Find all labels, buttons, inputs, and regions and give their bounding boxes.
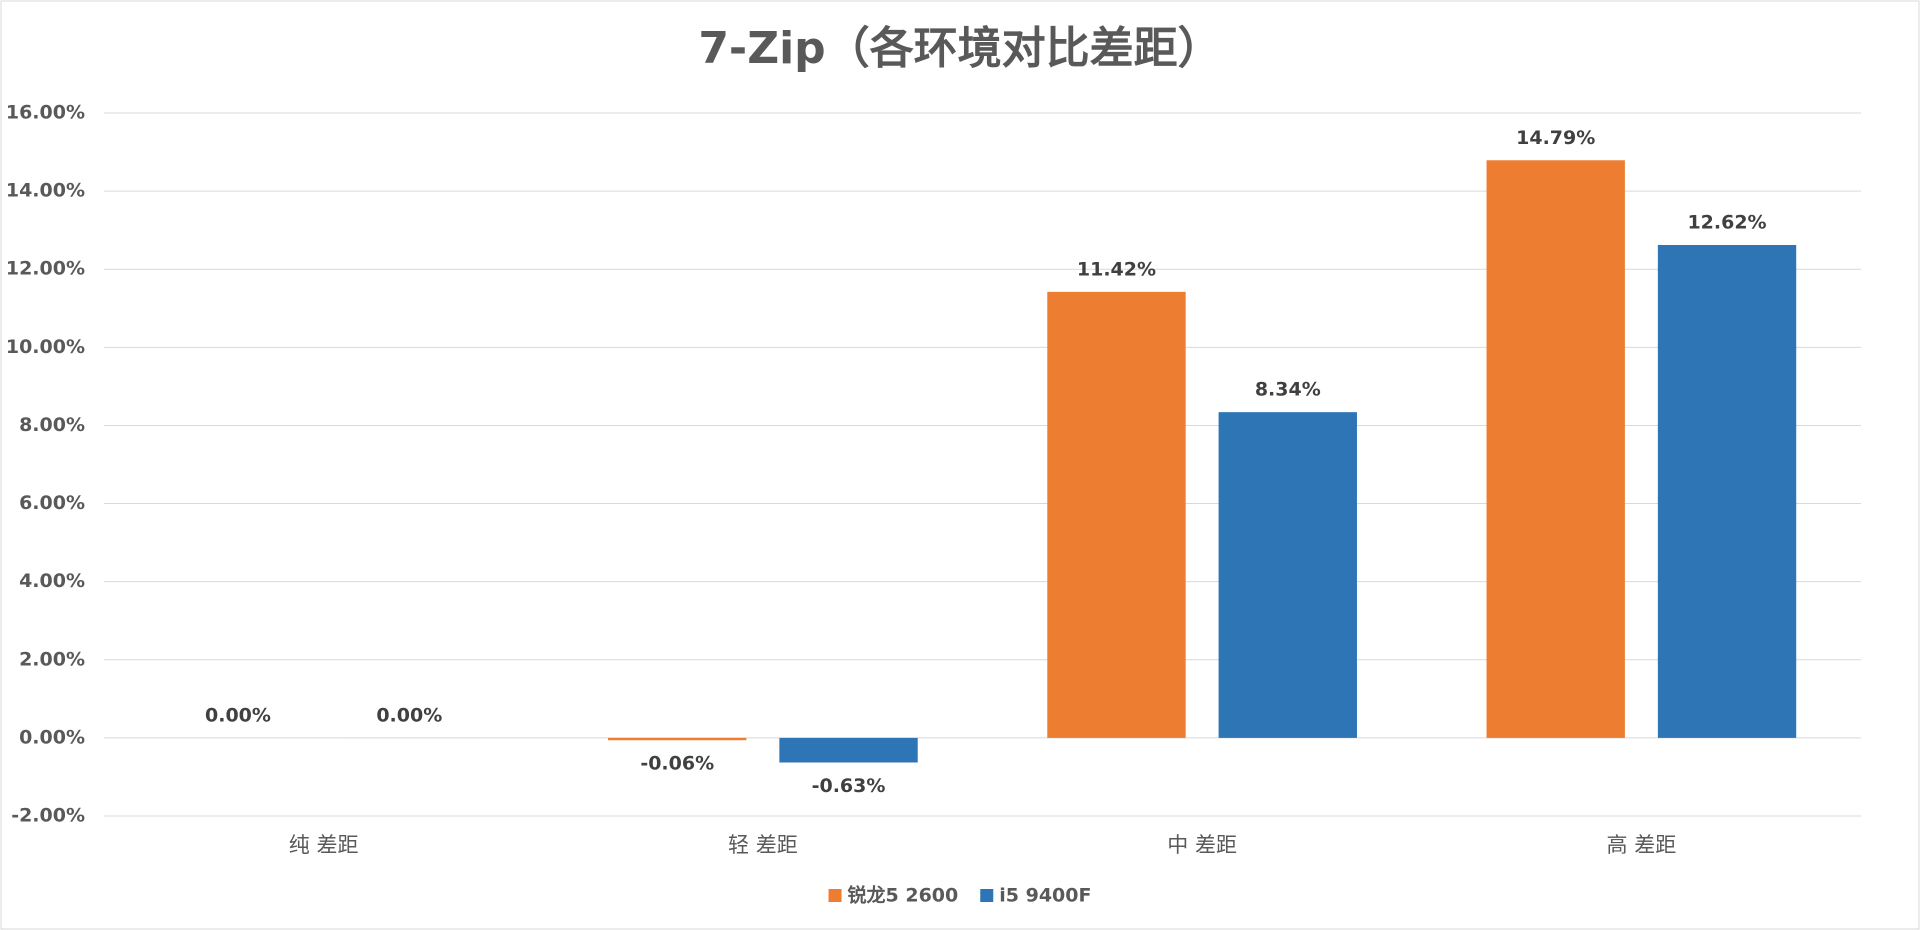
y-tick-label: 6.00%	[19, 492, 85, 514]
y-tick-label: 12.00%	[6, 258, 85, 280]
value-label: 0.00%	[205, 704, 271, 726]
y-tick-label: 2.00%	[19, 648, 85, 670]
bar	[1218, 412, 1357, 738]
bar	[1486, 160, 1625, 738]
value-label: -0.63%	[812, 775, 886, 797]
y-tick-label: 14.00%	[6, 180, 85, 202]
bar	[779, 737, 918, 763]
y-tick-label: 10.00%	[6, 336, 85, 358]
value-label: 11.42%	[1077, 258, 1156, 280]
value-label: 12.62%	[1687, 212, 1766, 234]
x-tick-label: 高 差距	[1607, 833, 1677, 857]
x-tick-label: 中 差距	[1167, 833, 1237, 857]
bar	[1657, 245, 1797, 738]
y-tick-label: 16.00%	[6, 102, 85, 124]
y-tick-label: 0.00%	[19, 726, 85, 748]
bar	[608, 737, 747, 741]
y-tick-label: -2.00%	[11, 805, 85, 827]
legend-swatch	[980, 889, 994, 902]
x-tick-label: 轻 差距	[728, 833, 798, 857]
y-tick-label: 4.00%	[19, 570, 85, 592]
legend-label: i5 9400F	[999, 885, 1091, 907]
x-tick-label: 纯 差距	[289, 833, 359, 857]
legend-swatch	[828, 889, 842, 902]
value-label: 0.00%	[376, 704, 442, 726]
value-label: 14.79%	[1516, 127, 1595, 149]
y-tick-label: 8.00%	[19, 414, 85, 436]
bar	[1047, 291, 1186, 738]
chart-title: 7-Zip（各环境对比差距）	[698, 23, 1221, 74]
value-label: -0.06%	[640, 753, 714, 775]
value-label: 8.34%	[1255, 379, 1321, 401]
legend-label: 锐龙5 2600	[848, 884, 959, 907]
